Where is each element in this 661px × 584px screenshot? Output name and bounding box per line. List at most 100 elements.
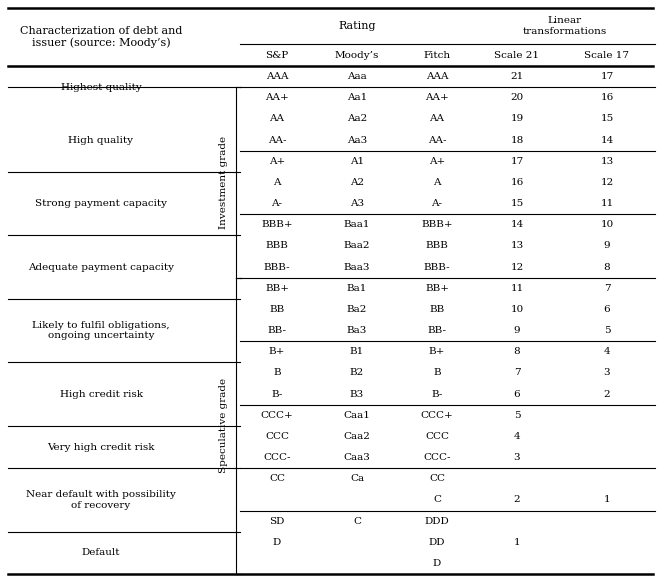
Text: C: C bbox=[433, 495, 441, 505]
Text: Near default with possibility
of recovery: Near default with possibility of recover… bbox=[26, 490, 176, 510]
Text: 2: 2 bbox=[603, 390, 610, 399]
Text: Aa3: Aa3 bbox=[347, 135, 367, 145]
Text: BB+: BB+ bbox=[425, 284, 449, 293]
Text: 3: 3 bbox=[603, 369, 610, 377]
Text: A+: A+ bbox=[429, 157, 445, 166]
Text: 11: 11 bbox=[510, 284, 524, 293]
Text: A: A bbox=[433, 178, 441, 187]
Text: 17: 17 bbox=[600, 72, 613, 81]
Text: BBB-: BBB- bbox=[264, 263, 290, 272]
Text: Speculative grade: Speculative grade bbox=[219, 378, 229, 474]
Text: Ba3: Ba3 bbox=[347, 326, 368, 335]
Text: Fitch: Fitch bbox=[424, 50, 451, 60]
Text: B-: B- bbox=[271, 390, 283, 399]
Text: CCC-: CCC- bbox=[423, 453, 451, 462]
Text: 10: 10 bbox=[600, 220, 613, 230]
Text: Default: Default bbox=[82, 548, 120, 557]
Text: 14: 14 bbox=[600, 135, 613, 145]
Text: D: D bbox=[273, 538, 281, 547]
Text: Strong payment capacity: Strong payment capacity bbox=[35, 199, 167, 208]
Text: AAA: AAA bbox=[266, 72, 288, 81]
Text: CCC+: CCC+ bbox=[420, 411, 453, 420]
Text: AAA: AAA bbox=[426, 72, 448, 81]
Text: DD: DD bbox=[429, 538, 446, 547]
Text: 6: 6 bbox=[603, 305, 610, 314]
Text: 11: 11 bbox=[600, 199, 613, 208]
Text: Ba1: Ba1 bbox=[347, 284, 368, 293]
Text: 4: 4 bbox=[603, 347, 610, 356]
Text: 5: 5 bbox=[603, 326, 610, 335]
Text: 8: 8 bbox=[603, 263, 610, 272]
Text: 18: 18 bbox=[510, 135, 524, 145]
Text: S&P: S&P bbox=[265, 50, 289, 60]
Text: Caa3: Caa3 bbox=[344, 453, 370, 462]
Text: 1: 1 bbox=[603, 495, 610, 505]
Text: B3: B3 bbox=[350, 390, 364, 399]
Text: A+: A+ bbox=[269, 157, 285, 166]
Text: Rating: Rating bbox=[338, 21, 376, 31]
Text: 10: 10 bbox=[510, 305, 524, 314]
Text: 7: 7 bbox=[514, 369, 520, 377]
Text: 16: 16 bbox=[510, 178, 524, 187]
Text: BB: BB bbox=[270, 305, 285, 314]
Text: Aaa: Aaa bbox=[347, 72, 367, 81]
Text: CC: CC bbox=[429, 474, 445, 483]
Text: 17: 17 bbox=[510, 157, 524, 166]
Text: BB+: BB+ bbox=[265, 284, 289, 293]
Text: 13: 13 bbox=[510, 241, 524, 251]
Text: Scale 21: Scale 21 bbox=[494, 50, 539, 60]
Text: BB-: BB- bbox=[428, 326, 446, 335]
Text: AA+: AA+ bbox=[265, 93, 289, 102]
Text: AA+: AA+ bbox=[425, 93, 449, 102]
Text: Ca: Ca bbox=[350, 474, 364, 483]
Text: Caa2: Caa2 bbox=[344, 432, 370, 441]
Text: BB: BB bbox=[430, 305, 445, 314]
Text: Aa2: Aa2 bbox=[347, 114, 367, 123]
Text: A2: A2 bbox=[350, 178, 364, 187]
Text: A-: A- bbox=[432, 199, 442, 208]
Text: Moody’s: Moody’s bbox=[335, 50, 379, 60]
Text: A1: A1 bbox=[350, 157, 364, 166]
Text: DDD: DDD bbox=[424, 517, 449, 526]
Text: Aa1: Aa1 bbox=[347, 93, 367, 102]
Text: 12: 12 bbox=[510, 263, 524, 272]
Text: 9: 9 bbox=[603, 241, 610, 251]
Text: D: D bbox=[433, 559, 441, 568]
Text: Linear
transformations: Linear transformations bbox=[523, 16, 607, 36]
Text: BBB: BBB bbox=[266, 241, 288, 251]
Text: High quality: High quality bbox=[69, 135, 134, 145]
Text: Baa2: Baa2 bbox=[344, 241, 370, 251]
Text: B: B bbox=[433, 369, 441, 377]
Text: 12: 12 bbox=[600, 178, 613, 187]
Text: Likely to fulfil obligations,
ongoing uncertainty: Likely to fulfil obligations, ongoing un… bbox=[32, 321, 170, 340]
Text: B+: B+ bbox=[269, 347, 285, 356]
Text: 21: 21 bbox=[510, 72, 524, 81]
Text: SD: SD bbox=[269, 517, 285, 526]
Text: CCC+: CCC+ bbox=[260, 411, 293, 420]
Text: AA: AA bbox=[270, 114, 284, 123]
Text: 2: 2 bbox=[514, 495, 520, 505]
Text: 1: 1 bbox=[514, 538, 520, 547]
Text: Scale 17: Scale 17 bbox=[584, 50, 629, 60]
Text: Ba2: Ba2 bbox=[347, 305, 368, 314]
Text: BBB+: BBB+ bbox=[261, 220, 293, 230]
Text: 15: 15 bbox=[510, 199, 524, 208]
Text: 20: 20 bbox=[510, 93, 524, 102]
Text: Very high credit risk: Very high credit risk bbox=[47, 443, 155, 451]
Text: 15: 15 bbox=[600, 114, 613, 123]
Text: Caa1: Caa1 bbox=[344, 411, 370, 420]
Text: CCC: CCC bbox=[425, 432, 449, 441]
Text: AA-: AA- bbox=[268, 135, 286, 145]
Text: 6: 6 bbox=[514, 390, 520, 399]
Text: B+: B+ bbox=[429, 347, 446, 356]
Text: Baa1: Baa1 bbox=[344, 220, 370, 230]
Text: 5: 5 bbox=[514, 411, 520, 420]
Text: CCC-: CCC- bbox=[263, 453, 291, 462]
Text: A: A bbox=[273, 178, 281, 187]
Text: BB-: BB- bbox=[268, 326, 286, 335]
Text: 14: 14 bbox=[510, 220, 524, 230]
Text: BBB-: BBB- bbox=[424, 263, 450, 272]
Text: 9: 9 bbox=[514, 326, 520, 335]
Text: 7: 7 bbox=[603, 284, 610, 293]
Text: 16: 16 bbox=[600, 93, 613, 102]
